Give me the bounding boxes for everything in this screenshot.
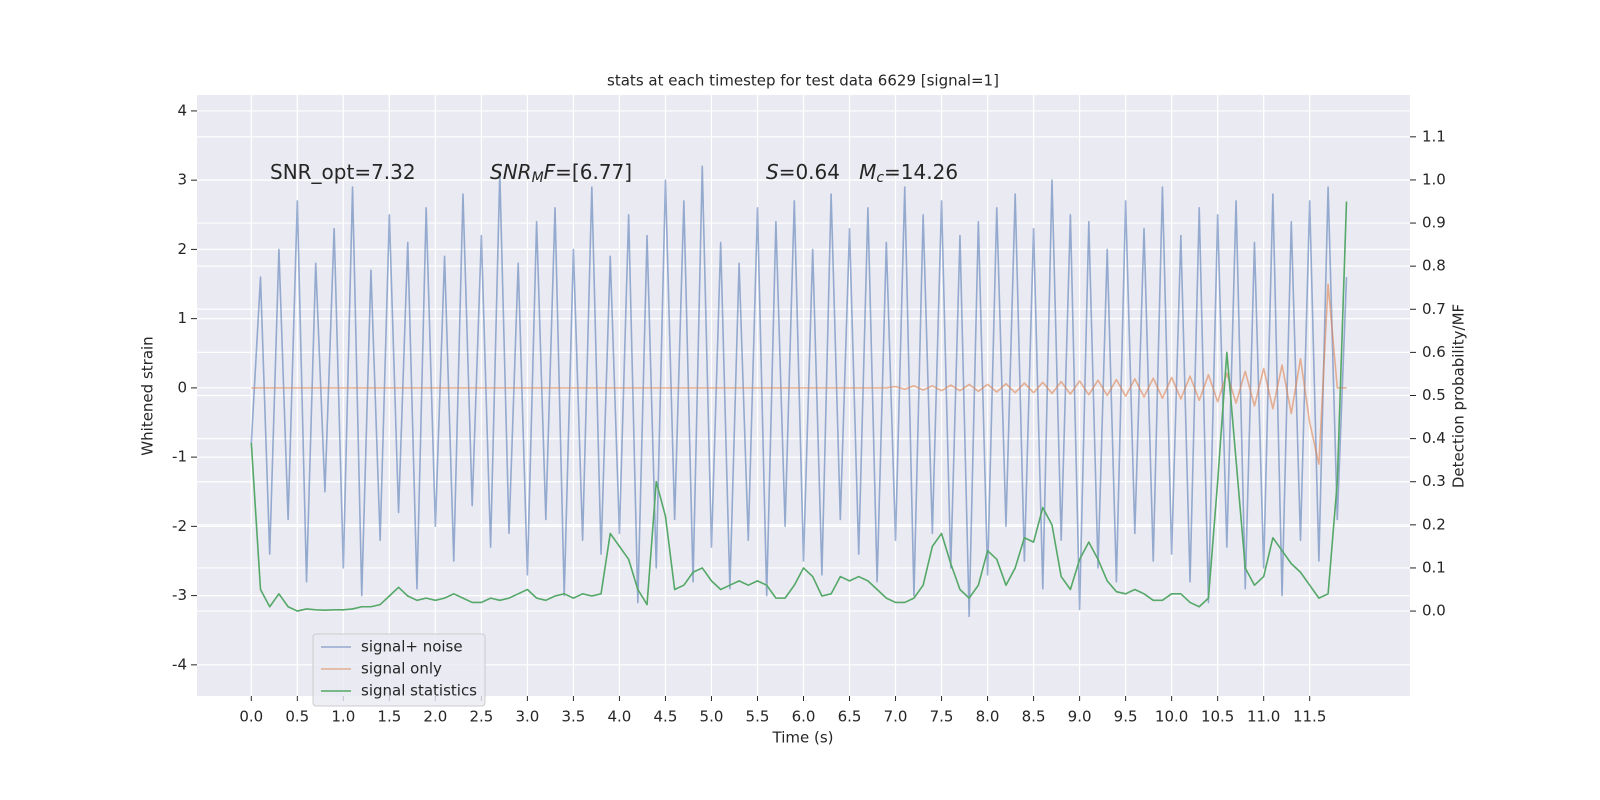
legend: signal+ noise signal only signal statistic… <box>312 633 486 707</box>
y2-tick-label: 0.6 <box>1422 343 1446 361</box>
y-tick-label: 4 <box>177 101 187 119</box>
y-tick-label: 0 <box>177 378 187 396</box>
x-tick-label: 7.0 <box>884 708 908 726</box>
annotation-part: c <box>876 170 884 186</box>
x-tick-label: 5.0 <box>700 708 724 726</box>
x-tick-label: 3.0 <box>515 708 539 726</box>
axes: 0.0 0.5 1.0 1.5 2.0 2.5 3.0 3.5 4.0 4.5 5.0 5.5 6.0 6… <box>172 101 1446 725</box>
x-tick-label: 0.0 <box>239 708 263 726</box>
y2-tick-label: 0.9 <box>1422 214 1446 232</box>
y-tick-label: 1 <box>177 309 187 327</box>
x-tick-label: 4.0 <box>608 708 632 726</box>
annotation-part: SNR_opt=7.32 <box>270 160 416 184</box>
y-tick-label: -1 <box>172 448 187 466</box>
x-tick-label: 2.5 <box>469 708 493 726</box>
annotation: SNR_opt=7.32 <box>270 160 416 184</box>
x-tick-label: 9.0 <box>1068 708 1092 726</box>
y2-tick-label: 0.8 <box>1422 257 1446 275</box>
annotation-part: =[6.77] <box>555 160 632 184</box>
x-tick-label: 8.0 <box>976 708 1000 726</box>
annotation-part: M <box>532 170 544 186</box>
series-group <box>250 165 1348 618</box>
y-tick-label: -4 <box>172 655 187 673</box>
annotation-part: F <box>544 160 556 184</box>
annotation-part: SNR <box>490 160 532 184</box>
y-tick-label: 3 <box>177 171 187 189</box>
y-tick-label: -2 <box>172 517 187 535</box>
x-tick-label: 10.0 <box>1155 708 1188 726</box>
y2-tick-label: 0.0 <box>1422 602 1446 620</box>
chart-title: stats at each timestep for test data 662… <box>607 72 999 90</box>
annotation: SNRMF=[6.77] <box>490 160 632 187</box>
x-tick-label: 5.5 <box>746 708 770 726</box>
y-tick-label: 2 <box>177 240 187 258</box>
x-tick-label: 10.5 <box>1201 708 1234 726</box>
legend-box <box>312 633 486 707</box>
x-tick-label: 4.5 <box>654 708 678 726</box>
x-tick-label: 2.0 <box>423 708 447 726</box>
x-tick-label: 11.5 <box>1293 708 1326 726</box>
y-tick-label: -3 <box>172 586 187 604</box>
x-tick-label: 3.5 <box>561 708 585 726</box>
x-tick-label: 11.0 <box>1247 708 1280 726</box>
legend-label: signal statistics <box>361 682 477 700</box>
y2-tick-label: 0.3 <box>1422 472 1446 490</box>
y2-tick-label: 0.4 <box>1422 429 1446 447</box>
y2-tick-label: 1.0 <box>1422 170 1446 188</box>
legend-label: signal only <box>361 660 442 678</box>
x-tick-label: 0.5 <box>285 708 309 726</box>
y2-tick-label: 1.1 <box>1422 127 1446 145</box>
x-tick-label: 8.5 <box>1022 708 1046 726</box>
y-axis-label: Whitened strain <box>139 336 157 455</box>
series-line <box>251 283 1347 465</box>
annotation-part: S <box>766 160 779 184</box>
x-tick-label: 7.5 <box>930 708 954 726</box>
series-line <box>250 201 1348 612</box>
legend-label: signal+ noise <box>361 638 463 656</box>
x-tick-label: 9.5 <box>1114 708 1138 726</box>
x-tick-label: 6.5 <box>838 708 862 726</box>
series-line <box>250 165 1348 618</box>
x-axis-label: Time (s) <box>772 729 834 747</box>
x-tick-label: 1.5 <box>377 708 401 726</box>
annotation-part: =0.64 <box>779 160 859 184</box>
annotation: S=0.64 Mc=14.26 <box>766 160 958 187</box>
annotation-part: =14.26 <box>884 160 958 184</box>
y2-tick-label: 0.7 <box>1422 300 1446 318</box>
y2-tick-label: 0.2 <box>1422 515 1446 533</box>
y2-tick-label: 0.1 <box>1422 558 1446 576</box>
annotation-part: M <box>859 160 876 184</box>
x-tick-label: 6.0 <box>792 708 816 726</box>
y2-tick-label: 0.5 <box>1422 386 1446 404</box>
y2-axis-label: Detection probability/MF <box>1450 304 1468 488</box>
x-tick-label: 1.0 <box>331 708 355 726</box>
